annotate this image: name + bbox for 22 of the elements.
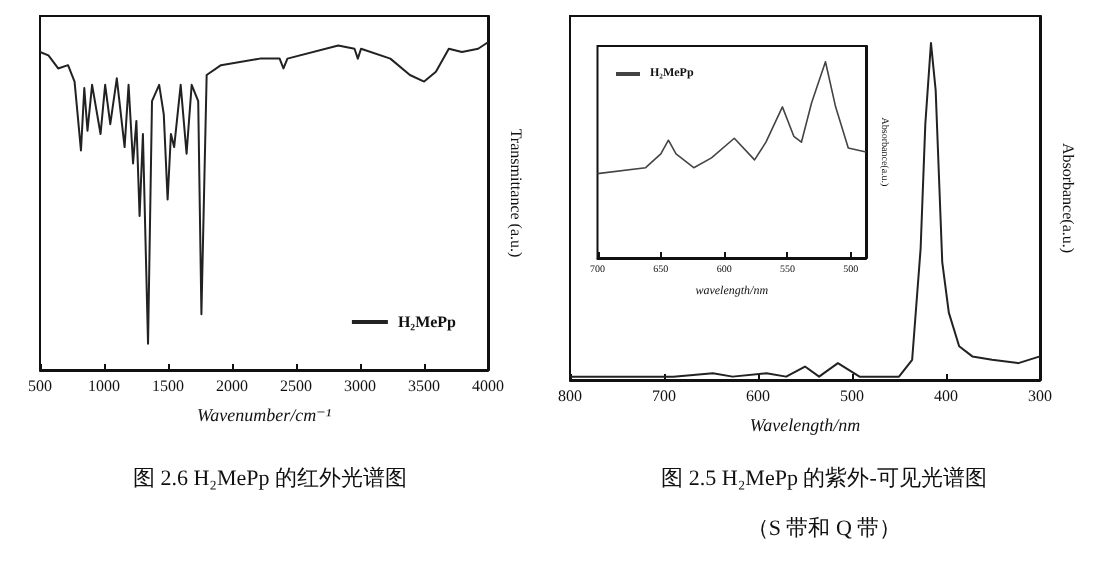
x-axis-title: Wavelength/nm xyxy=(749,415,862,435)
x-tick-label: 1000 xyxy=(88,377,120,395)
x-tick-label: 600 xyxy=(746,387,770,405)
x-axis-title: Wavenumber/cm⁻¹ xyxy=(196,405,332,425)
x-tick-label: 2500 xyxy=(280,377,312,395)
x-tick-label: 300 xyxy=(1028,387,1052,405)
x-tick-label: 3500 xyxy=(408,377,440,395)
x-tick-label: 500 xyxy=(840,387,864,405)
text: 图 2.5 H₂MePp 的紫外-可见光谱图 xyxy=(661,465,987,491)
x-tick-label: 4000 xyxy=(472,377,504,395)
x-tick-label: 1500 xyxy=(152,377,184,395)
x-tick-label: 400 xyxy=(934,387,958,405)
x-tick-label: 500 xyxy=(28,377,52,395)
text: （S 带和 Q 带） xyxy=(746,515,902,541)
legend-label: H₂MePp xyxy=(397,313,458,331)
text: 图 2.6 H₂MePp 的红外光谱图 xyxy=(132,465,408,491)
x-tick-label: 3000 xyxy=(344,377,376,395)
x-tick-label: 800 xyxy=(558,387,582,405)
x-tick-label: 2000 xyxy=(216,377,248,395)
y-axis-title: Absorbance(a.u.) xyxy=(1059,142,1077,254)
y-axis-title: Transmittance (a.u.) xyxy=(507,128,525,259)
x-tick-label: 700 xyxy=(652,387,676,405)
